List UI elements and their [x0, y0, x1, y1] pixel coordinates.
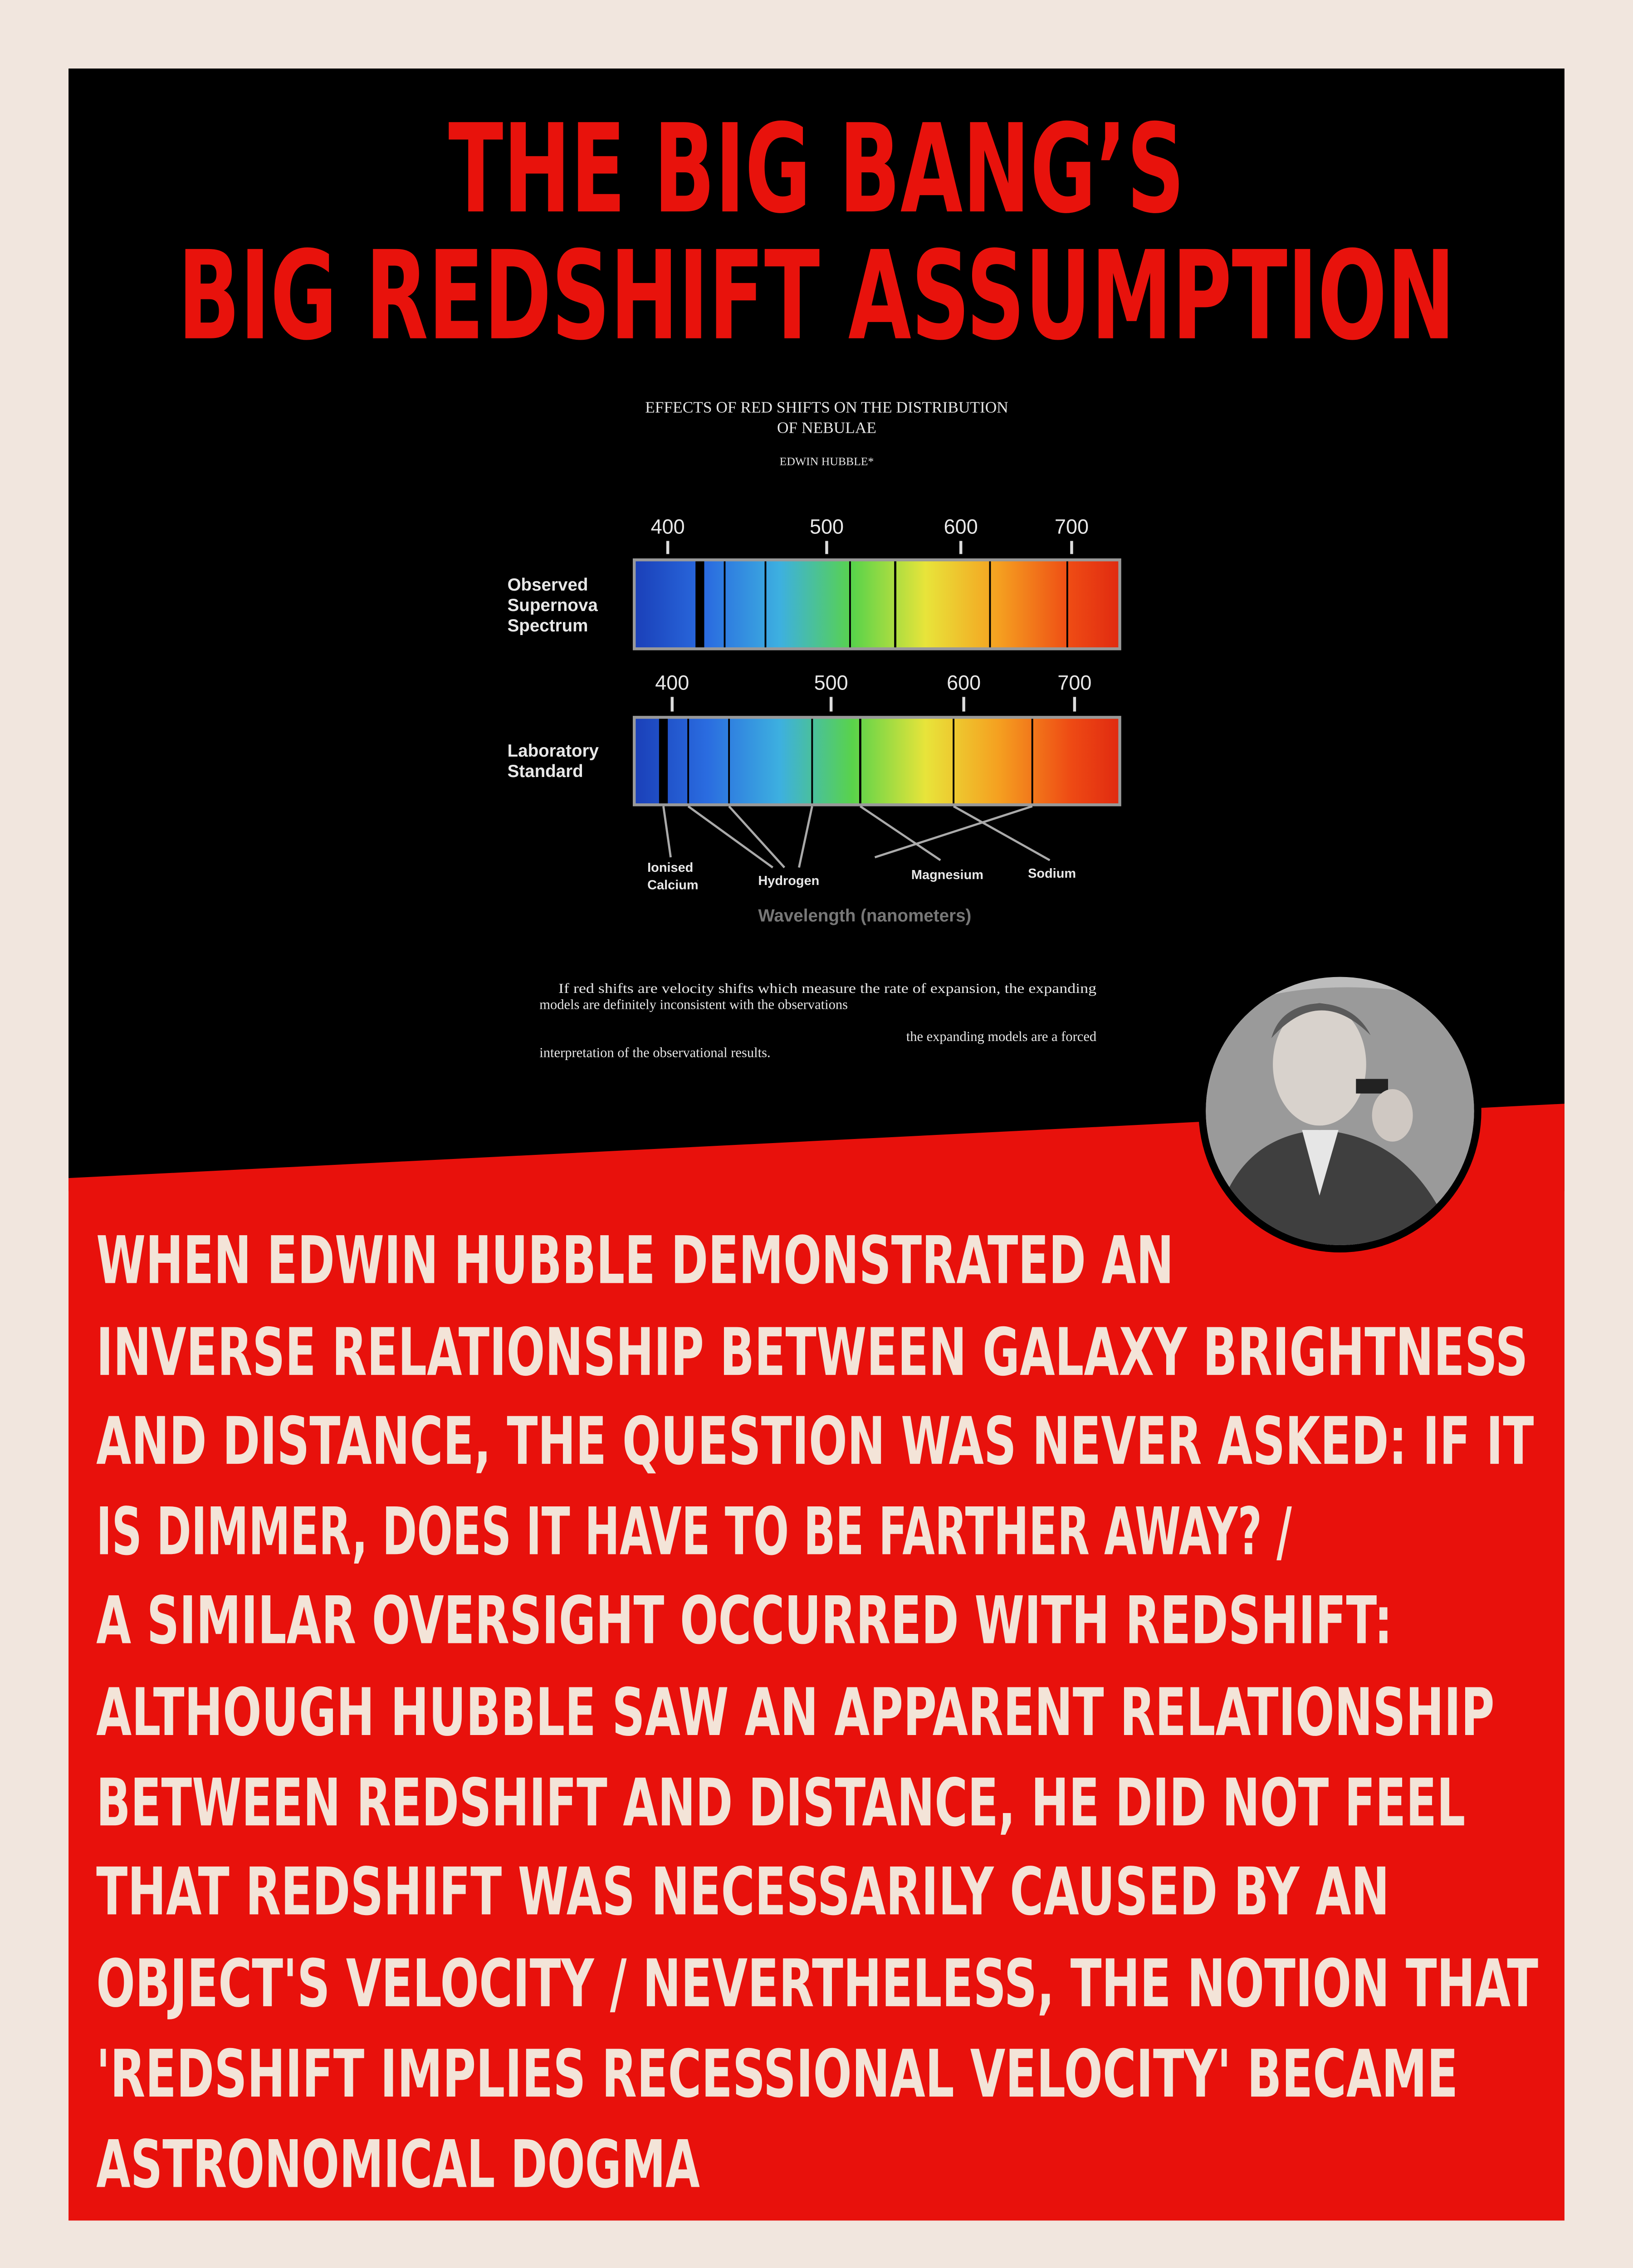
portrait: [1206, 977, 1474, 1245]
paper-author: EDWIN HUBBLE*: [780, 455, 874, 468]
spectrum-label: Standard: [508, 762, 583, 781]
title-line: THE BIG BANG’S: [448, 98, 1184, 240]
quote-line: the expanding models are a forced: [906, 1029, 1096, 1044]
tick-marks: [666, 541, 1076, 712]
red-panel: [68, 1104, 1565, 2221]
spectrum-label: Supernova: [508, 596, 598, 615]
spectrum-label: Laboratory: [508, 741, 599, 761]
wavelength-tick: 400: [655, 671, 689, 694]
spectrum-label: Observed: [508, 575, 588, 595]
wavelength-tick: 600: [947, 671, 981, 694]
body-line: BETWEEN REDSHIFT AND DISTANCE, HE DID NO…: [96, 1765, 1465, 1841]
laboratory-lines: [659, 719, 1033, 804]
line-label: Ionised: [647, 860, 693, 875]
body-line: IS DIMMER, DOES IT HAVE TO BE FARTHER AW…: [96, 1494, 1292, 1570]
body-line: ALTHOUGH HUBBLE SAW AN APPARENT RELATION…: [96, 1675, 1495, 1751]
wavelength-tick: 500: [814, 671, 848, 694]
wavelength-tick: 600: [944, 515, 978, 538]
quote-line: interpretation of the observational resu…: [539, 1045, 770, 1060]
body-line: ASTRONOMICAL DOGMA: [96, 2126, 700, 2203]
paper-title: EFFECTS OF RED SHIFTS ON THE DISTRIBUTIO…: [645, 398, 1008, 416]
line-label: Hydrogen: [758, 874, 819, 888]
body-line: INVERSE RELATIONSHIP BETWEEN GALAXY BRIG…: [96, 1315, 1528, 1391]
title-line: BIG REDSHIFT ASSUMPTION: [178, 225, 1455, 367]
wavelength-tick: 700: [1057, 671, 1091, 694]
body-line: 'REDSHIFT IMPLIES RECESSIONAL VELOCITY' …: [96, 2036, 1458, 2112]
paper-title: OF NEBULAE: [777, 419, 876, 437]
wavelength-tick: 500: [810, 515, 844, 538]
line-label: Calcium: [647, 878, 698, 893]
body-line: A SIMILAR OVERSIGHT OCCURRED WITH REDSHI…: [96, 1583, 1393, 1659]
spectrum-label: Spectrum: [508, 616, 588, 635]
observed-lines: [695, 561, 1068, 648]
body-line: OBJECT'S VELOCITY / NEVERTHELESS, THE NO…: [96, 1946, 1538, 2022]
wavelength-tick: 700: [1055, 515, 1089, 538]
laboratory-spectrum: [633, 716, 1121, 807]
body-line: AND DISTANCE, THE QUESTION WAS NEVER ASK…: [96, 1403, 1534, 1480]
observed-spectrum: [633, 558, 1121, 650]
axis-label: Wavelength (nanometers): [758, 906, 971, 925]
body-line: THAT REDSHIFT WAS NECESSARILY CAUSED BY …: [96, 1854, 1389, 1930]
body-line: WHEN EDWIN HUBBLE DEMONSTRATED AN: [96, 1223, 1173, 1299]
line-label: Sodium: [1028, 866, 1076, 881]
line-label: Magnesium: [911, 868, 983, 882]
connectors: [662, 805, 1051, 869]
quote-line: models are definitely inconsistent with …: [539, 997, 848, 1012]
quote-line: If red shifts are velocity shifts which …: [558, 981, 1096, 996]
wavelength-tick: 400: [651, 515, 685, 538]
